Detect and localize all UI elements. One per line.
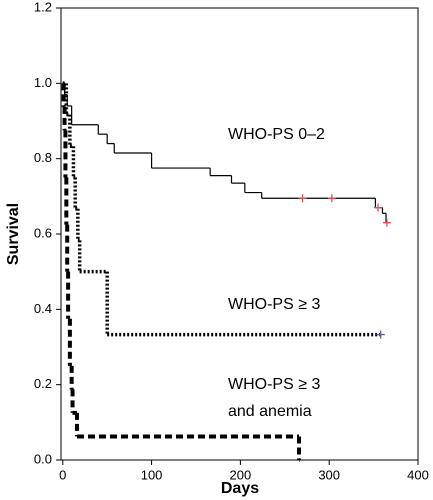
series-label: WHO-PS 0–2 — [228, 126, 325, 143]
series-label: WHO-PS ≥ 3 — [228, 376, 320, 393]
x-tick-label: 0 — [59, 467, 66, 482]
y-tick-label: 0.0 — [34, 451, 52, 466]
series-label: WHO-PS ≥ 3 — [228, 296, 320, 313]
x-tick-label: 100 — [141, 467, 163, 482]
y-tick-label: 1.2 — [34, 0, 52, 14]
x-tick-label: 300 — [318, 467, 340, 482]
y-axis-title: Survival — [5, 203, 22, 265]
y-tick-label: 0.6 — [34, 225, 52, 240]
y-tick-label: 0.2 — [34, 376, 52, 391]
x-tick-label: 200 — [230, 467, 252, 482]
y-tick-label: 0.8 — [34, 150, 52, 165]
censor-mark — [298, 194, 307, 203]
censor-mark — [382, 218, 391, 227]
y-tick-label: 0.4 — [34, 301, 52, 316]
censor-mark — [374, 203, 383, 212]
censor-mark — [327, 194, 336, 203]
x-tick-label: 400 — [407, 467, 429, 482]
x-axis-title: Days — [221, 480, 259, 497]
series-label: and anemia — [228, 403, 312, 420]
y-tick-label: 1.0 — [34, 75, 52, 90]
censor-mark — [376, 330, 385, 339]
